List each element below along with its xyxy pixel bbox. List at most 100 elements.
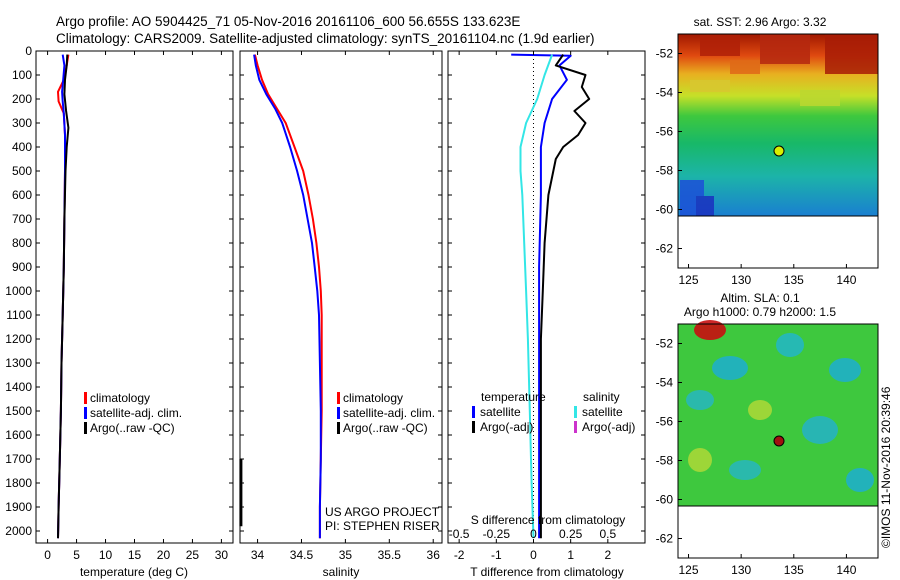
map-y-tick-label: -52 [656, 47, 674, 61]
series-line [253, 54, 323, 539]
legend-swatch-climatology [84, 392, 87, 404]
x-tick-label: 1 [567, 548, 574, 562]
salinity-axis-ticks: 34 34.5 35 35.5 36 [240, 50, 442, 562]
difference-panel: -2 -1 0 1 2 -0.5 -0.25 0 0.25 0.5 T difference fr… [447, 50, 646, 579]
legend-swatch-satellite [84, 407, 87, 419]
y-tick-label: 1600 [5, 428, 32, 442]
difference-axis-ticks: -2 -1 0 1 2 -0.5 -0.25 0 0.25 0.5 [448, 50, 645, 562]
map-x-tick-label: 140 [836, 273, 856, 287]
sla-map-title1: Altim. SLA: 0.1 [720, 291, 800, 305]
s-diff-tick-label: 0.5 [599, 527, 616, 541]
sst-map-panel: sat. SST: 2.96 Argo: 3.32 125 130 135 140 -5… [656, 15, 879, 288]
x-tick-label: 34 [251, 548, 265, 562]
temperature-plot-frame [35, 50, 234, 544]
legend-title-salinity: salinity [583, 390, 620, 404]
x-tick-label: 30 [215, 548, 229, 562]
y-tick-label: 300 [12, 116, 32, 130]
legend-swatch-s-satellite [574, 406, 577, 418]
legend-label-climatology: climatology [90, 391, 150, 405]
y-tick-label: 1200 [5, 332, 32, 346]
credit-line2: PI: STEPHEN RISER [325, 519, 440, 533]
map-x-tick-label: 130 [731, 563, 751, 577]
legend-swatch-s-argo [574, 421, 577, 433]
y-tick-label: 0 [25, 44, 32, 58]
argo-location-marker [773, 145, 785, 157]
y-tick-label: 200 [12, 92, 32, 106]
legend-label-t-satellite: satellite [480, 405, 521, 419]
x-tick-label: 25 [186, 548, 200, 562]
x-tick-label: -1 [491, 548, 502, 562]
temperature-panel: 0100200300400500600700800900100011001200… [5, 44, 234, 579]
difference-axis-label: T difference from climatology [470, 565, 624, 579]
map-x-tick-label: 135 [784, 273, 804, 287]
salinity-legend: climatology satellite-adj. clim. Argo(..… [337, 391, 435, 435]
y-tick-label: 1800 [5, 476, 32, 490]
legend-label-climatology: climatology [343, 391, 403, 405]
salinity-plot-frame [239, 50, 443, 544]
salinity-axis-label: salinity [323, 565, 360, 579]
x-tick-label: 5 [73, 548, 80, 562]
map-y-tick-label: -54 [656, 376, 674, 390]
salinity-panel: 34 34.5 35 35.5 36 salinity climatology sate… [239, 50, 443, 579]
map-y-tick-label: -56 [656, 415, 674, 429]
sla-map-ticks: 125 130 135 140 -52 -54 -56 -58 -60 -62 [656, 337, 857, 578]
x-tick-label: 35.5 [378, 548, 402, 562]
x-tick-label: 15 [128, 548, 142, 562]
sla-blobs [686, 320, 874, 492]
x-tick-label: -2 [454, 548, 465, 562]
sla-field [678, 324, 878, 506]
s-diff-tick-label: -0.5 [449, 527, 470, 541]
legend-label-s-argo: Argo(-adj) [582, 420, 635, 434]
header-line2: Climatology: CARS2009. Satellite-adjuste… [56, 31, 595, 46]
legend-swatch-argo [84, 422, 87, 434]
y-tick-label: 400 [12, 140, 32, 154]
x-tick-label: 0 [530, 548, 537, 562]
legend-label-argo: Argo(..raw -QC) [90, 421, 175, 435]
map-y-tick-label: -56 [656, 125, 674, 139]
series-line [511, 53, 572, 539]
x-tick-label: 34.5 [290, 548, 314, 562]
y-tick-label: 1000 [5, 284, 32, 298]
x-tick-label: 35 [339, 548, 353, 562]
argo-location-marker [773, 435, 785, 447]
difference-plot-frame [447, 50, 646, 544]
legend-swatch-satellite [337, 407, 340, 419]
y-tick-label: 1700 [5, 452, 32, 466]
x-tick-label: 2 [604, 548, 611, 562]
x-tick-label: 10 [99, 548, 113, 562]
legend-label-satellite: satellite-adj. clim. [343, 406, 435, 420]
map-x-tick-label: 140 [836, 563, 856, 577]
s-difference-axis-label: S difference from climatology [471, 513, 626, 527]
y-tick-label: 800 [12, 236, 32, 250]
map-y-tick-label: -58 [656, 454, 674, 468]
map-x-tick-label: 135 [784, 563, 804, 577]
y-tick-label: 1500 [5, 404, 32, 418]
legend-label-argo: Argo(..raw -QC) [343, 421, 428, 435]
sla-map-title2: Argo h1000: 0.79 h2000: 1.5 [684, 305, 836, 319]
y-tick-label: 500 [12, 164, 32, 178]
map-y-tick-label: -62 [656, 242, 674, 256]
y-tick-label: 100 [12, 68, 32, 82]
sst-map-ticks: 125 130 135 140 -52 -54 -56 -58 -60 -62 [656, 47, 857, 288]
series-line [519, 54, 554, 539]
series-line [253, 54, 322, 539]
map-y-tick-label: -60 [656, 493, 674, 507]
legend-label-s-satellite: satellite [582, 405, 623, 419]
legend-swatch-climatology [337, 392, 340, 404]
series-line [539, 54, 591, 539]
difference-series [511, 53, 591, 539]
legend-label-satellite: satellite-adj. clim. [90, 406, 182, 420]
x-tick-label: 36 [427, 548, 441, 562]
legend-swatch-t-satellite [472, 406, 475, 418]
map-y-tick-label: -60 [656, 203, 674, 217]
temperature-series [57, 54, 70, 539]
sla-map-empty-area [677, 505, 879, 559]
legend-swatch-argo [337, 422, 340, 434]
s-diff-tick-label: 0.25 [559, 527, 583, 541]
s-diff-tick-label: -0.25 [483, 527, 511, 541]
y-tick-label: 2000 [5, 524, 32, 538]
y-tick-label: 700 [12, 212, 32, 226]
map-y-tick-label: -62 [656, 532, 674, 546]
temperature-axis-label: temperature (deg C) [80, 565, 188, 579]
